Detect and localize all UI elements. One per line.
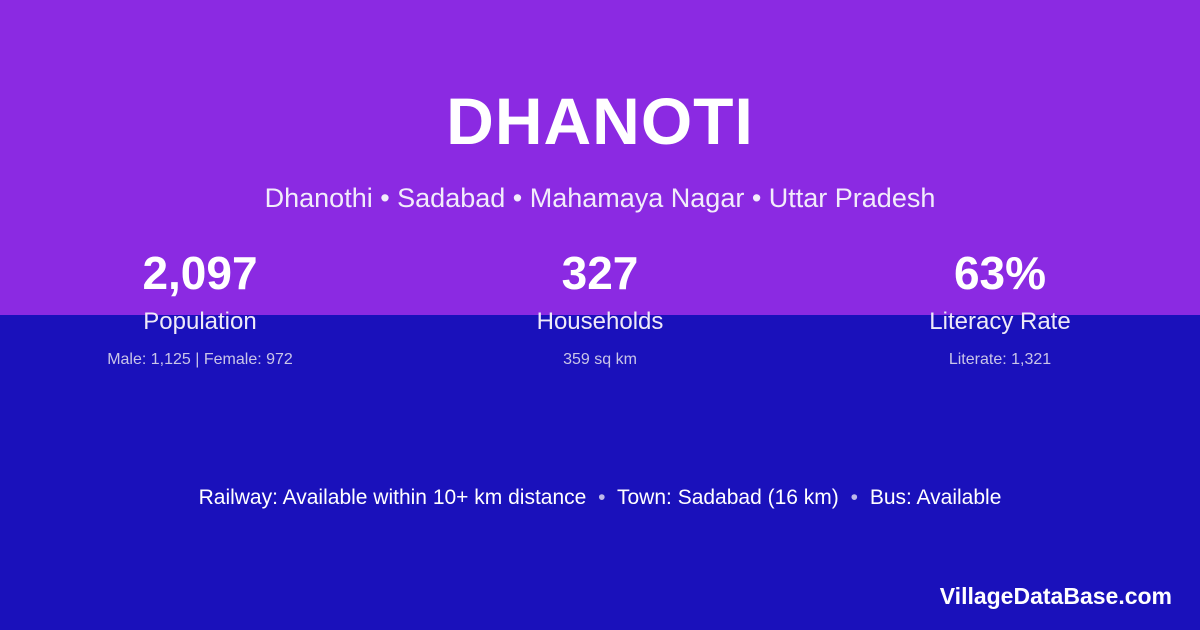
stat-literacy-rate: 63% Literacy Rate Literate: 1,321 bbox=[800, 248, 1200, 369]
stat-value: 63% bbox=[953, 247, 1047, 299]
stat-sublabel: Male: 1,125 | Female: 972 bbox=[107, 350, 293, 368]
page-title: DHANOTI bbox=[446, 84, 754, 158]
fact-town: Town: Sadabad (16 km) bbox=[617, 486, 839, 509]
fact-bus: Bus: Available bbox=[869, 486, 1002, 509]
stat-value: 2,097 bbox=[142, 247, 258, 299]
stat-label: Households bbox=[536, 307, 664, 335]
fact-separator: • bbox=[598, 486, 606, 509]
stat-population: 2,097 Population Male: 1,125 | Female: 9… bbox=[0, 248, 400, 369]
stats-row: 2,097 Population Male: 1,125 | Female: 9… bbox=[0, 248, 1200, 369]
stat-label: Literacy Rate bbox=[929, 307, 1071, 335]
site-brand: VillageDataBase.com bbox=[939, 583, 1172, 609]
stat-label: Population bbox=[143, 307, 257, 335]
fact-railway: Railway: Available within 10+ km distanc… bbox=[198, 486, 587, 509]
header-band bbox=[0, 0, 1200, 315]
stat-sublabel: Literate: 1,321 bbox=[948, 350, 1052, 368]
stat-sublabel: 359 sq km bbox=[563, 350, 637, 368]
breadcrumb: Dhanothi • Sadabad • Mahamaya Nagar • Ut… bbox=[264, 183, 936, 213]
fact-separator: • bbox=[850, 486, 858, 509]
facilities-line: Railway: Available within 10+ km distanc… bbox=[0, 485, 1200, 510]
stat-value: 327 bbox=[561, 247, 639, 299]
stat-households: 327 Households 359 sq km bbox=[400, 248, 800, 369]
